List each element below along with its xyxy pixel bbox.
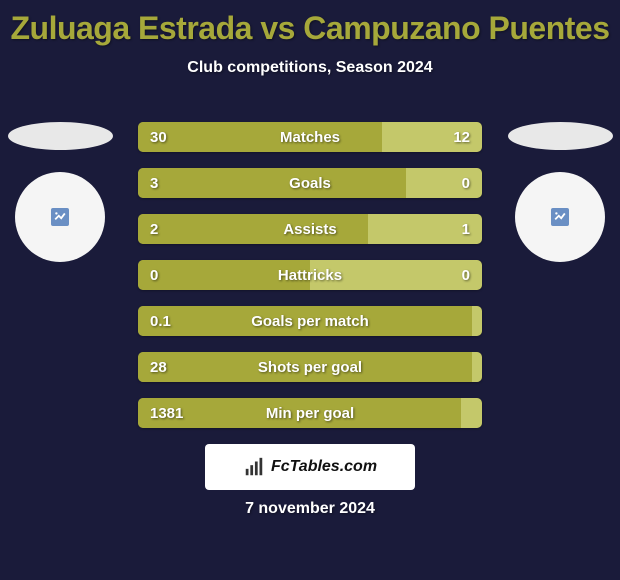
- logo-text: FcTables.com: [271, 458, 377, 476]
- stat-row: 1381Min per goal: [138, 398, 482, 428]
- stat-row: 2Assists1: [138, 214, 482, 244]
- player-left-avatar: [15, 172, 105, 262]
- stat-label: Min per goal: [138, 398, 482, 428]
- stat-row: 0Hattricks0: [138, 260, 482, 290]
- stat-label: Goals per match: [138, 306, 482, 336]
- player-right-pedestal: [508, 122, 613, 150]
- stat-right-value: 0: [462, 168, 470, 198]
- player-right-avatar: [515, 172, 605, 262]
- stat-row: 28Shots per goal: [138, 352, 482, 382]
- stat-right-value: 0: [462, 260, 470, 290]
- stat-label: Assists: [138, 214, 482, 244]
- stats-bars: 30Matches123Goals02Assists10Hattricks00.…: [138, 122, 482, 444]
- stat-row: 0.1Goals per match: [138, 306, 482, 336]
- footer-date: 7 november 2024: [0, 500, 620, 518]
- player-left-pedestal: [8, 122, 113, 150]
- stat-right-value: 1: [462, 214, 470, 244]
- stat-row: 3Goals0: [138, 168, 482, 198]
- player-left-column: [5, 120, 115, 262]
- stat-label: Shots per goal: [138, 352, 482, 382]
- page-subtitle: Club competitions, Season 2024: [0, 59, 620, 77]
- stat-row: 30Matches12: [138, 122, 482, 152]
- page-title: Zuluaga Estrada vs Campuzano Puentes: [0, 0, 620, 47]
- placeholder-icon: [51, 208, 69, 226]
- chart-icon: [243, 456, 265, 478]
- stat-right-value: 12: [453, 122, 470, 152]
- player-right-column: [505, 120, 615, 262]
- comparison-infographic: Zuluaga Estrada vs Campuzano Puentes Clu…: [0, 0, 620, 580]
- stat-label: Matches: [138, 122, 482, 152]
- stat-label: Goals: [138, 168, 482, 198]
- logo-badge: FcTables.com: [205, 444, 415, 490]
- stat-label: Hattricks: [138, 260, 482, 290]
- placeholder-icon: [551, 208, 569, 226]
